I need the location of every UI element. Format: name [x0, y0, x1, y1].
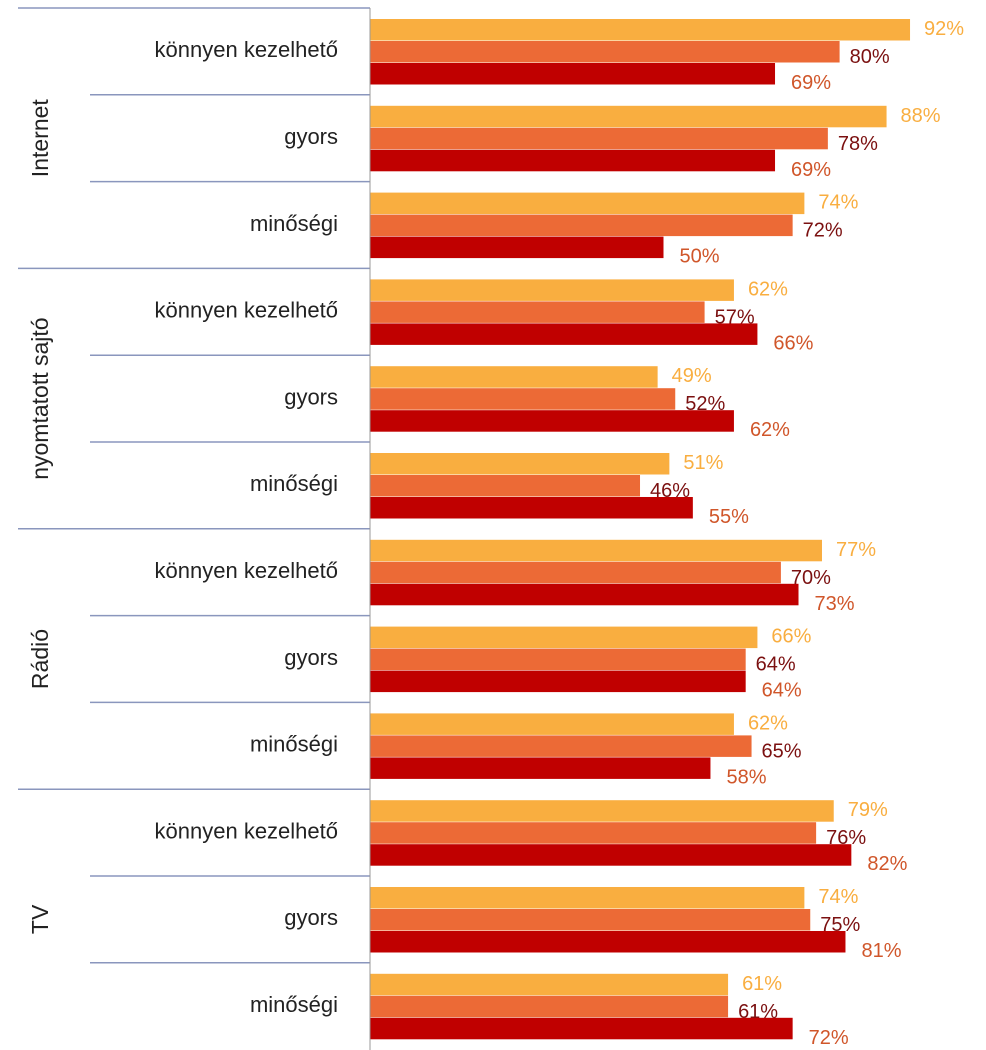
bar: [370, 909, 811, 931]
category-label: gyors: [284, 124, 338, 149]
bar: [370, 453, 670, 475]
value-label: 66%: [773, 332, 813, 354]
group-label: nyomtatott sajtó: [27, 317, 53, 479]
bar: [370, 735, 752, 757]
group-label: Internet: [27, 99, 53, 178]
category-label: minőségi: [250, 992, 338, 1017]
bar: [370, 105, 887, 128]
value-label: 66%: [771, 626, 811, 648]
bar: [370, 973, 729, 996]
value-label: 64%: [756, 654, 796, 676]
category-label: minőségi: [250, 732, 338, 757]
bar: [370, 410, 734, 432]
category-label: gyors: [284, 384, 338, 409]
value-label: 62%: [750, 419, 790, 441]
bar: [370, 475, 641, 497]
bar: [370, 127, 828, 150]
value-label: 82%: [867, 853, 907, 875]
value-label: 55%: [709, 506, 749, 528]
bar: [370, 279, 734, 301]
value-label: 49%: [672, 365, 712, 387]
bar: [370, 323, 758, 345]
bar: [370, 626, 758, 649]
value-label: 81%: [861, 940, 901, 962]
bar: [370, 844, 852, 866]
value-label: 74%: [818, 886, 858, 908]
bar: [370, 366, 658, 388]
value-label: 75%: [820, 914, 860, 936]
value-label: 69%: [791, 72, 831, 94]
bar: [370, 236, 664, 259]
value-label: 72%: [809, 1027, 849, 1049]
value-label: 50%: [680, 246, 720, 268]
bar: [370, 41, 840, 63]
value-label: 77%: [836, 539, 876, 561]
bar: [370, 931, 846, 953]
group-label: Rádió: [27, 629, 53, 689]
value-label: 65%: [762, 740, 802, 762]
category-label: gyors: [284, 645, 338, 670]
bar: [370, 757, 711, 779]
bar: [370, 713, 734, 735]
value-label: 79%: [848, 799, 888, 821]
bar: [370, 995, 729, 1018]
bar: [370, 1017, 793, 1040]
bar: [370, 800, 834, 822]
value-label: 74%: [818, 192, 858, 214]
group-label: TV: [27, 904, 53, 934]
value-label: 46%: [650, 480, 690, 502]
value-label: 76%: [826, 827, 866, 849]
bar: [370, 497, 693, 519]
category-label: minőségi: [250, 211, 338, 236]
value-label: 92%: [924, 18, 964, 40]
category-label: könnyen kezelhető: [155, 37, 338, 62]
category-label: gyors: [284, 905, 338, 930]
value-label: 78%: [838, 133, 878, 155]
value-label: 51%: [683, 452, 723, 474]
bar: [370, 388, 676, 410]
value-label: 72%: [803, 220, 843, 242]
bar: [370, 192, 805, 215]
value-label: 52%: [685, 393, 725, 415]
value-label: 62%: [748, 278, 788, 300]
category-label: könnyen kezelhető: [155, 298, 338, 323]
bar: [370, 887, 805, 909]
value-label: 61%: [738, 1001, 778, 1023]
category-label: minőségi: [250, 471, 338, 496]
bar: [370, 214, 793, 237]
bar: [370, 539, 822, 562]
bar: [370, 19, 911, 41]
value-label: 64%: [762, 680, 802, 702]
value-label: 62%: [748, 712, 788, 734]
value-label: 69%: [791, 159, 831, 181]
category-label: könnyen kezelhető: [155, 818, 338, 843]
value-label: 61%: [742, 973, 782, 995]
value-label: 80%: [850, 46, 890, 68]
bar: [370, 63, 776, 85]
value-label: 58%: [726, 766, 766, 788]
value-label: 57%: [715, 306, 755, 328]
value-label: 88%: [901, 105, 941, 127]
value-label: 73%: [815, 593, 855, 615]
bar: [370, 583, 799, 606]
category-label: könnyen kezelhető: [155, 558, 338, 583]
bar: [370, 149, 776, 172]
bar: [370, 648, 746, 671]
bar: [370, 670, 746, 693]
bar: [370, 561, 781, 584]
value-label: 70%: [791, 567, 831, 589]
bar: [370, 301, 705, 323]
bar: [370, 822, 817, 844]
